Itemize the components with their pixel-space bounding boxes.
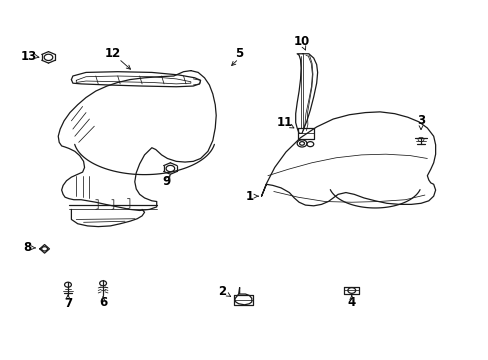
Text: 10: 10 <box>293 35 309 49</box>
Text: 12: 12 <box>104 47 121 60</box>
Text: 8: 8 <box>23 241 32 254</box>
Text: 7: 7 <box>64 297 72 310</box>
Text: 6: 6 <box>99 296 107 309</box>
Text: 1: 1 <box>245 190 253 203</box>
Text: 3: 3 <box>416 114 424 127</box>
Text: 11: 11 <box>276 116 292 129</box>
Text: 5: 5 <box>235 47 243 60</box>
Text: 4: 4 <box>347 296 355 309</box>
Text: 13: 13 <box>21 50 37 63</box>
Text: 9: 9 <box>162 175 170 188</box>
Text: 2: 2 <box>218 285 226 298</box>
